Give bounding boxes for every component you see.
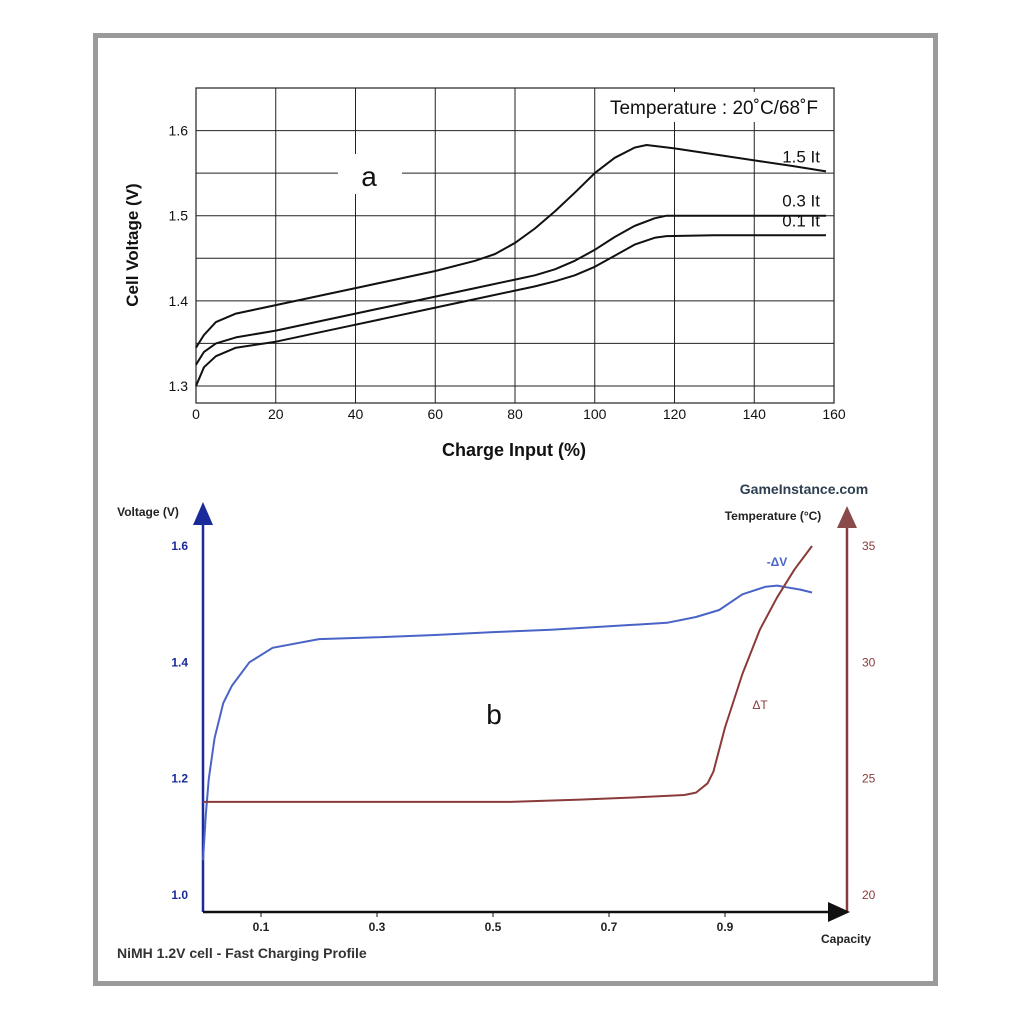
chart-a-y-tick-label: 1.6 — [169, 123, 189, 139]
chart-b: GameInstance.com Voltage (V) Temperature… — [117, 481, 876, 961]
chart-b-y-ticks: 1.0 1.2 1.4 1.6 — [171, 539, 188, 902]
chart-b-right-axis-arrow — [837, 506, 857, 528]
chart-a: 0 20 40 60 80 100 120 140 160 1.3 1.4 1.5 1.6 Tempe… — [123, 87, 846, 460]
chart-b-series — [202, 545, 813, 861]
chart-b-series-labels: -ΔV ΔT — [752, 555, 787, 712]
chart-b-x-tick-label: 0.9 — [717, 920, 734, 934]
chart-a-label-bg — [338, 154, 402, 194]
chart-b-x-tick-label: 0.7 — [601, 920, 618, 934]
chart-b-y-tick-label: 1.0 — [171, 888, 188, 902]
chart-b-x-ticks: 0.1 0.3 0.5 0.7 0.9 — [253, 912, 734, 934]
chart-a-grid — [195, 88, 835, 403]
chart-b-y2-tick-label: 20 — [862, 888, 876, 902]
chart-b-x-tick-label: 0.5 — [485, 920, 502, 934]
chart-a-x-tick-label: 140 — [743, 406, 767, 422]
chart-a-x-tick-label: 120 — [663, 406, 687, 422]
chart-a-series-line-2 — [195, 234, 826, 387]
chart-a-series-line-0 — [195, 144, 827, 349]
chart-b-panel-label: b — [486, 699, 502, 730]
chart-b-series-label-0: -ΔV — [767, 555, 788, 569]
chart-b-series-line-0 — [202, 584, 813, 861]
chart-b-title: NiMH 1.2V cell - Fast Charging Profile — [117, 945, 367, 961]
chart-b-x-axis-label: Capacity — [821, 932, 871, 946]
chart-a-x-ticks: 0 20 40 60 80 100 120 140 160 — [192, 406, 846, 422]
chart-b-y2-axis-label: Temperature (°C) — [725, 509, 822, 523]
chart-a-annotation-bg — [600, 92, 832, 122]
chart-b-y2-tick-label: 35 — [862, 539, 876, 553]
chart-b-x-tick-label: 0.3 — [369, 920, 386, 934]
chart-a-y-tick-label: 1.3 — [169, 378, 189, 394]
chart-a-series — [195, 144, 827, 387]
chart-b-series-label-1: ΔT — [752, 698, 768, 712]
chart-a-x-tick-label: 20 — [268, 406, 284, 422]
chart-b-y2-tick-label: 25 — [862, 772, 876, 786]
chart-b-y-tick-label: 1.4 — [171, 655, 188, 669]
chart-b-y2-tick-label: 30 — [862, 655, 876, 669]
chart-a-y-tick-label: 1.5 — [169, 208, 189, 224]
chart-a-series-label-1: 0.3 It — [782, 192, 820, 211]
chart-b-x-tick-label: 0.1 — [253, 920, 270, 934]
chart-a-x-axis-label: Charge Input (%) — [442, 440, 586, 460]
chart-a-x-tick-label: 80 — [507, 406, 523, 422]
chart-a-x-tick-label: 60 — [427, 406, 443, 422]
chart-a-y-tick-label: 1.4 — [169, 293, 189, 309]
chart-b-series-line-1 — [203, 545, 813, 803]
chart-a-x-tick-label: 0 — [192, 406, 200, 422]
chart-a-y-axis-label: Cell Voltage (V) — [123, 183, 142, 306]
chart-b-source: GameInstance.com — [740, 481, 868, 497]
chart-b-y-tick-label: 1.6 — [171, 539, 188, 553]
chart-a-series-line-1 — [195, 214, 826, 366]
chart-a-x-tick-label: 40 — [348, 406, 364, 422]
chart-a-x-tick-label: 100 — [583, 406, 607, 422]
chart-b-y2-ticks: 20 25 30 35 — [862, 539, 876, 902]
chart-a-series-label-2: 0.1 It — [782, 211, 820, 230]
chart-a-y-ticks: 1.3 1.4 1.5 1.6 — [169, 123, 189, 394]
chart-a-series-labels: 1.5 It 0.3 It0.1 It — [782, 147, 820, 230]
chart-b-left-axis-arrow — [193, 502, 213, 525]
chart-a-panel-label: a — [361, 161, 377, 192]
chart-b-y-axis-label: Voltage (V) — [117, 505, 179, 519]
chart-a-annotation: Temperature : 20˚C/68˚F — [610, 98, 818, 119]
chart-b-x-axis-arrow — [828, 902, 850, 922]
chart-a-series-label-0: 1.5 It — [782, 147, 820, 166]
chart-b-y-tick-label: 1.2 — [171, 772, 188, 786]
chart-a-x-tick-label: 160 — [822, 406, 846, 422]
